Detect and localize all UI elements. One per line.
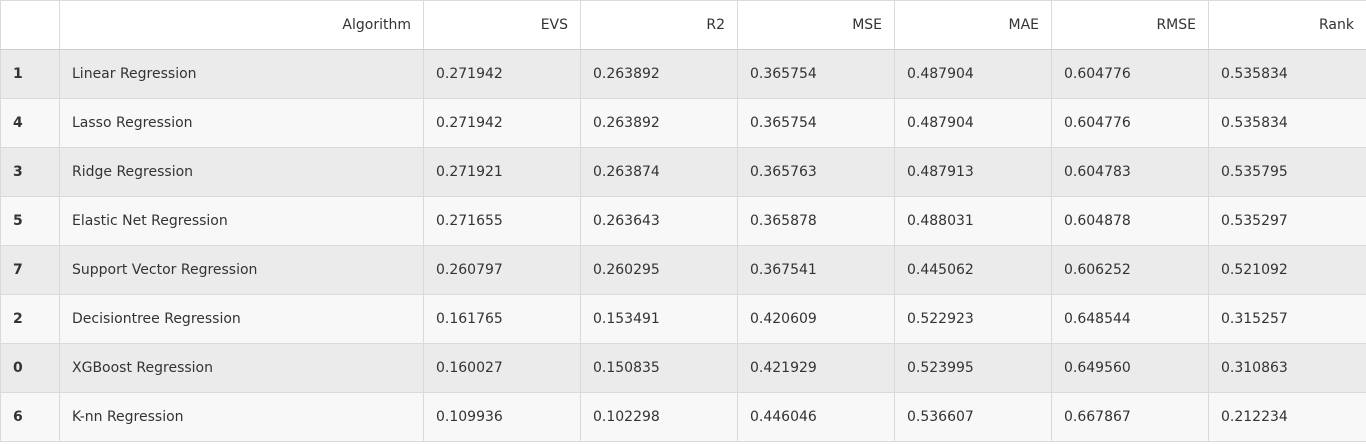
row-index: 1 (0, 49, 60, 99)
cell-r2: 0.150835 (580, 343, 738, 393)
row-index: 3 (0, 147, 60, 197)
cell-mae: 0.487904 (894, 49, 1052, 99)
cell-rank: 0.521092 (1208, 245, 1366, 295)
cell-mse: 0.365754 (737, 49, 895, 99)
cell-rmse: 0.604783 (1051, 147, 1209, 197)
cell-algorithm: Elastic Net Regression (59, 196, 424, 246)
cell-evs: 0.161765 (423, 294, 581, 344)
cell-evs: 0.271942 (423, 49, 581, 99)
cell-mse: 0.367541 (737, 245, 895, 295)
cell-r2: 0.263874 (580, 147, 738, 197)
cell-r2: 0.263892 (580, 98, 738, 148)
header-rank: Rank (1208, 0, 1366, 50)
header-index (0, 0, 60, 50)
cell-rmse: 0.606252 (1051, 245, 1209, 295)
cell-r2: 0.263643 (580, 196, 738, 246)
cell-evs: 0.271655 (423, 196, 581, 246)
table-body: 1 Linear Regression 0.271942 0.263892 0.… (0, 49, 1366, 442)
row-index: 6 (0, 392, 60, 442)
row-index: 2 (0, 294, 60, 344)
cell-rank: 0.315257 (1208, 294, 1366, 344)
cell-algorithm: Decisiontree Regression (59, 294, 424, 344)
table-row: 1 Linear Regression 0.271942 0.263892 0.… (0, 49, 1366, 99)
cell-rank: 0.310863 (1208, 343, 1366, 393)
cell-rank: 0.212234 (1208, 392, 1366, 442)
cell-algorithm: Linear Regression (59, 49, 424, 99)
cell-r2: 0.260295 (580, 245, 738, 295)
row-index: 7 (0, 245, 60, 295)
cell-algorithm: XGBoost Regression (59, 343, 424, 393)
header-rmse: RMSE (1051, 0, 1209, 50)
cell-rmse: 0.648544 (1051, 294, 1209, 344)
cell-mse: 0.420609 (737, 294, 895, 344)
cell-algorithm: K-nn Regression (59, 392, 424, 442)
table-row: 2 Decisiontree Regression 0.161765 0.153… (0, 294, 1366, 344)
header-evs: EVS (423, 0, 581, 50)
cell-r2: 0.263892 (580, 49, 738, 99)
table-row: 4 Lasso Regression 0.271942 0.263892 0.3… (0, 98, 1366, 148)
table-row: 6 K-nn Regression 0.109936 0.102298 0.44… (0, 392, 1366, 442)
cell-evs: 0.260797 (423, 245, 581, 295)
table-row: 3 Ridge Regression 0.271921 0.263874 0.3… (0, 147, 1366, 197)
cell-mae: 0.445062 (894, 245, 1052, 295)
cell-mae: 0.523995 (894, 343, 1052, 393)
cell-mse: 0.446046 (737, 392, 895, 442)
cell-mse: 0.365878 (737, 196, 895, 246)
cell-mae: 0.487913 (894, 147, 1052, 197)
cell-rmse: 0.667867 (1051, 392, 1209, 442)
cell-evs: 0.160027 (423, 343, 581, 393)
cell-rmse: 0.604776 (1051, 49, 1209, 99)
row-index: 0 (0, 343, 60, 393)
cell-mse: 0.365763 (737, 147, 895, 197)
row-index: 4 (0, 98, 60, 148)
cell-algorithm: Lasso Regression (59, 98, 424, 148)
cell-r2: 0.153491 (580, 294, 738, 344)
header-row: Algorithm EVS R2 MSE MAE RMSE Rank (0, 0, 1366, 50)
cell-evs: 0.271942 (423, 98, 581, 148)
cell-mae: 0.522923 (894, 294, 1052, 344)
table-row: 0 XGBoost Regression 0.160027 0.150835 0… (0, 343, 1366, 393)
header-mae: MAE (894, 0, 1052, 50)
cell-rank: 0.535834 (1208, 49, 1366, 99)
table-row: 5 Elastic Net Regression 0.271655 0.2636… (0, 196, 1366, 246)
cell-mae: 0.488031 (894, 196, 1052, 246)
cell-algorithm: Support Vector Regression (59, 245, 424, 295)
table-row: 7 Support Vector Regression 0.260797 0.2… (0, 245, 1366, 295)
cell-rank: 0.535795 (1208, 147, 1366, 197)
cell-mse: 0.421929 (737, 343, 895, 393)
cell-mae: 0.536607 (894, 392, 1052, 442)
cell-rmse: 0.604776 (1051, 98, 1209, 148)
cell-mae: 0.487904 (894, 98, 1052, 148)
cell-rmse: 0.604878 (1051, 196, 1209, 246)
cell-r2: 0.102298 (580, 392, 738, 442)
header-algorithm: Algorithm (59, 0, 424, 50)
row-index: 5 (0, 196, 60, 246)
table-header: Algorithm EVS R2 MSE MAE RMSE Rank (0, 0, 1366, 50)
cell-rank: 0.535297 (1208, 196, 1366, 246)
header-mse: MSE (737, 0, 895, 50)
header-r2: R2 (580, 0, 738, 50)
cell-evs: 0.109936 (423, 392, 581, 442)
cell-rmse: 0.649560 (1051, 343, 1209, 393)
cell-evs: 0.271921 (423, 147, 581, 197)
cell-mse: 0.365754 (737, 98, 895, 148)
cell-rank: 0.535834 (1208, 98, 1366, 148)
cell-algorithm: Ridge Regression (59, 147, 424, 197)
